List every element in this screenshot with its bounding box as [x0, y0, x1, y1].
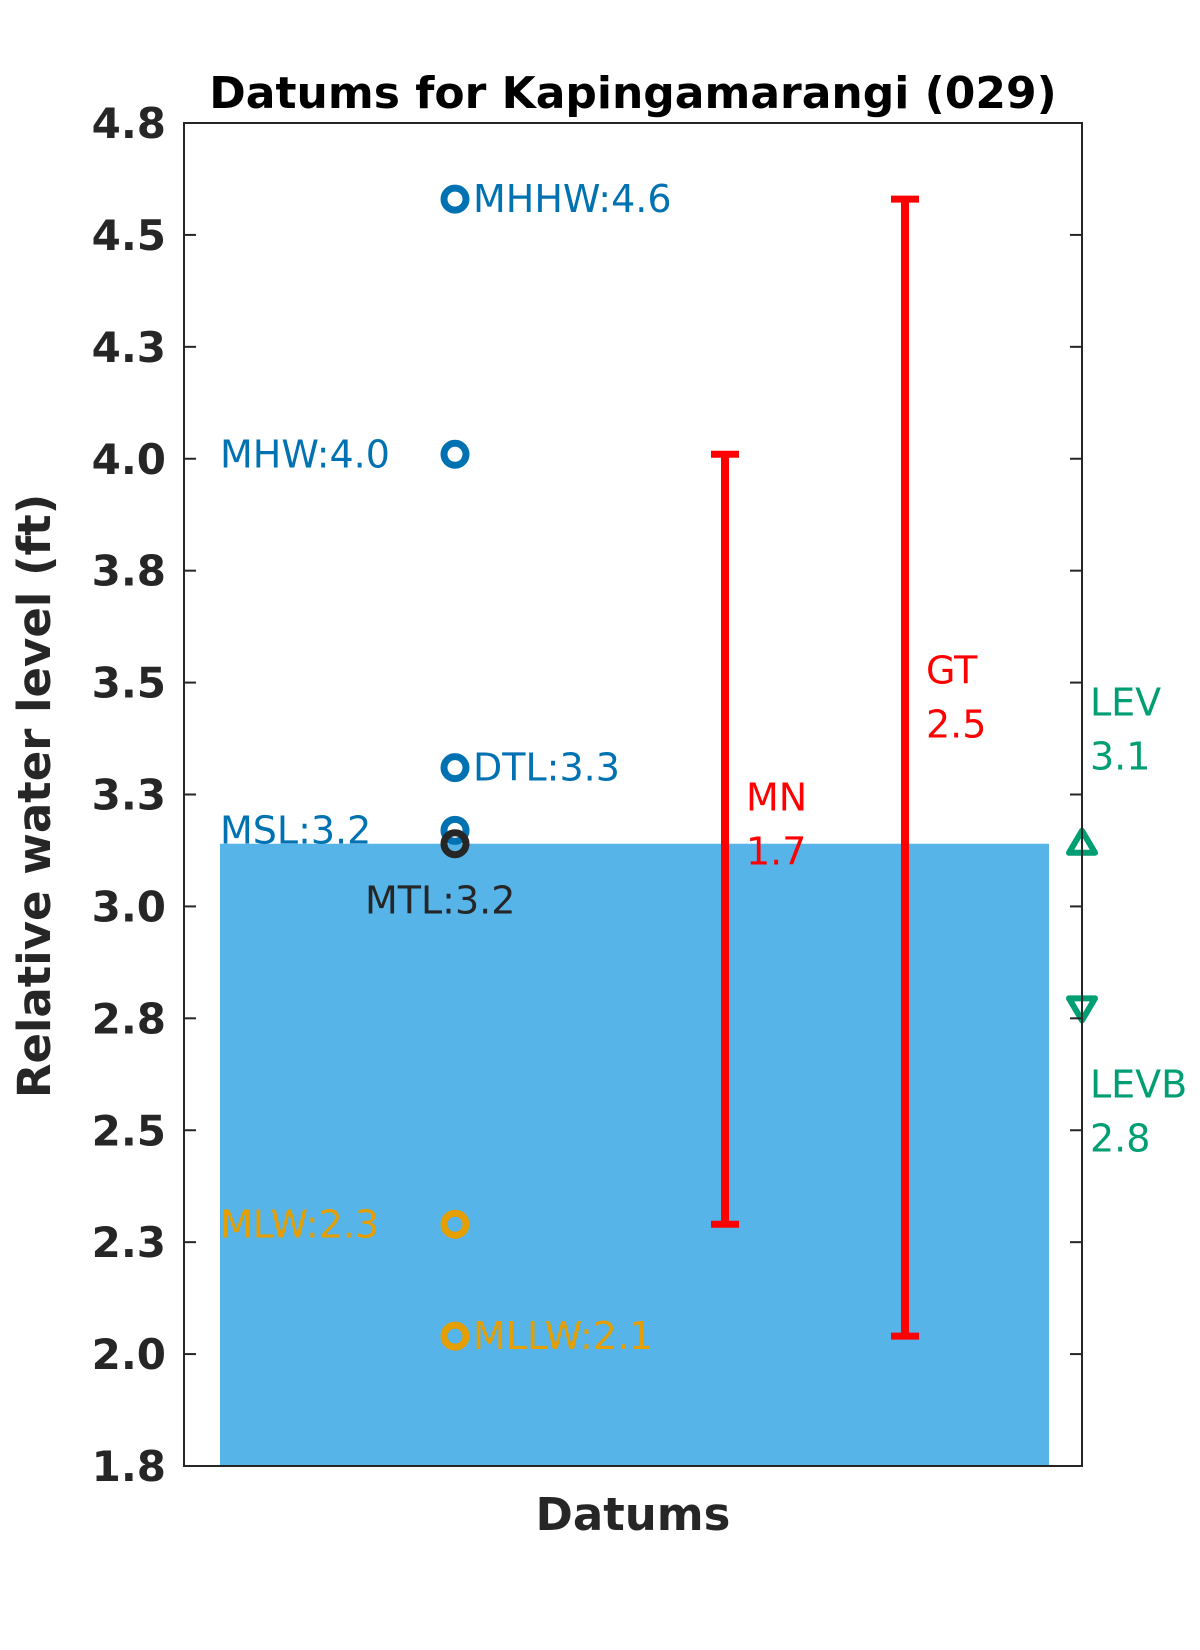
water-level-band — [220, 843, 1049, 1466]
datum-marker-mhhw — [440, 184, 470, 214]
range-label-gt: GT — [926, 649, 978, 693]
y-tick-label: 3.5 — [92, 659, 166, 708]
chart-title: Datums for Kapingamarangi (029) — [209, 68, 1056, 119]
y-tick-label: 2.3 — [92, 1218, 166, 1267]
y-tick-label: 3.3 — [92, 771, 166, 820]
y-axis-ticks: 1.8 2.0 2.3 2.5 2.8 3.0 3.3 3.5 3.8 4.0 4.3 4.5 4.8 — [92, 99, 1082, 1491]
datum-markers: MHHW:4.6 MHW:4.0 DTL:3.3 MSL:3.2 MTL:3.2 MLW:… — [220, 177, 672, 1358]
range-label-mn: MN — [746, 775, 807, 819]
extreme-label-levb: LEVB — [1090, 1062, 1187, 1106]
datum-label-dtl: DTL:3.3 — [473, 746, 620, 790]
datum-marker-msl — [440, 815, 470, 845]
datum-label-mtl: MTL:3.2 — [365, 879, 515, 923]
datum-marker-mlw — [440, 1209, 470, 1239]
y-tick-label: 2.0 — [92, 1330, 166, 1379]
datum-marker-mllw — [440, 1321, 470, 1351]
datum-label-mhhw: MHHW:4.6 — [473, 177, 672, 221]
extreme-label-lev: LEV — [1090, 681, 1161, 725]
range-value-mn: 1.7 — [746, 829, 806, 873]
datum-marker-dtl — [440, 753, 470, 783]
y-tick-label: 2.5 — [92, 1106, 166, 1155]
y-tick-label: 4.0 — [92, 435, 166, 484]
y-tick-label: 4.8 — [92, 99, 166, 148]
extreme-value-levb: 2.8 — [1090, 1116, 1150, 1160]
y-tick-label: 4.3 — [92, 323, 166, 372]
x-axis-label: Datums — [536, 1488, 731, 1541]
y-tick-label: 2.8 — [92, 994, 166, 1043]
water-level-fill — [220, 843, 1049, 1466]
datum-label-mlw: MLW:2.3 — [220, 1202, 379, 1246]
y-axis-label: Relative water level (ft) — [8, 494, 61, 1098]
y-tick-label: 3.8 — [92, 547, 166, 596]
datum-label-mhw: MHW:4.0 — [220, 432, 390, 476]
y-tick-label: 1.8 — [92, 1442, 166, 1491]
datum-label-mllw: MLLW:2.1 — [473, 1314, 653, 1358]
datum-marker-mhw — [440, 439, 470, 469]
range-value-gt: 2.5 — [926, 703, 986, 747]
datum-marker-mtl — [440, 829, 470, 859]
extreme-value-lev: 3.1 — [1090, 735, 1150, 779]
tidal-ranges: MN 1.7 GT 2.5 — [711, 195, 986, 1340]
datum-label-msl: MSL:3.2 — [220, 808, 371, 852]
y-tick-label: 3.0 — [92, 882, 166, 931]
y-tick-label: 4.5 — [92, 211, 166, 260]
